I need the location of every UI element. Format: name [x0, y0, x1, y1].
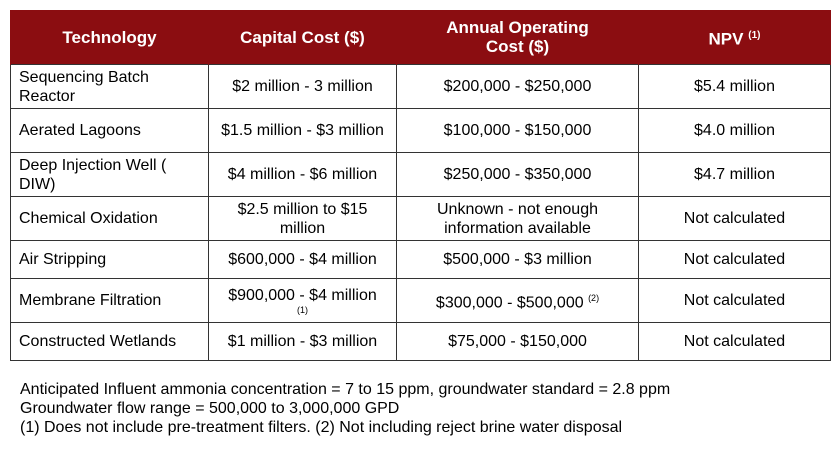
- cell-operating-cost: $100,000 - $150,000: [396, 108, 639, 153]
- header-npv: NPV (1): [638, 10, 831, 65]
- footnote-flow-range: Groundwater flow range = 500,000 to 3,00…: [20, 400, 400, 417]
- cell-operating-cost: $200,000 - $250,000: [396, 64, 639, 109]
- cost-comparison-table: Technology Capital Cost ($) Annual Opera…: [10, 10, 831, 361]
- cell-operating-cost: Unknown - not enough information availab…: [396, 196, 639, 241]
- table-row: Air Stripping $600,000 - $4 million $500…: [10, 240, 831, 279]
- cell-capital-cost: $2 million - 3 million: [208, 64, 397, 109]
- header-annual-operating-line1: Annual Operating: [446, 18, 589, 37]
- cell-technology: Deep Injection Well ( DIW): [10, 152, 209, 197]
- table-header: Technology Capital Cost ($) Annual Opera…: [10, 10, 831, 65]
- operating-cost-value: $300,000 - $500,000: [435, 294, 584, 312]
- cell-capital-cost: $600,000 - $4 million: [208, 240, 397, 279]
- cell-capital-cost: $1 million - $3 million: [208, 322, 397, 361]
- cell-technology: Sequencing Batch Reactor: [10, 64, 209, 109]
- cell-technology: Aerated Lagoons: [10, 108, 209, 153]
- header-annual-operating-line2: Cost ($): [485, 37, 550, 56]
- cell-npv: Not calculated: [638, 322, 831, 361]
- cell-operating-cost: $300,000 - $500,000 (2): [396, 278, 639, 323]
- table-row: Chemical Oxidation $2.5 million to $15 m…: [10, 196, 831, 241]
- table-body: Sequencing Batch Reactor $2 million - 3 …: [10, 64, 831, 361]
- operating-cost-footnote: (2): [588, 292, 600, 303]
- cost-comparison-table-container: Technology Capital Cost ($) Annual Opera…: [10, 10, 831, 361]
- header-npv-footnote: (1): [748, 29, 761, 41]
- cell-technology: Membrane Filtration: [10, 278, 209, 323]
- header-row: Technology Capital Cost ($) Annual Opera…: [10, 10, 831, 65]
- header-annual-operating-cost: Annual Operating Cost ($): [396, 10, 639, 65]
- header-technology: Technology: [10, 10, 209, 65]
- footnote-exclusions: (1) Does not include pre-treatment filte…: [20, 419, 623, 436]
- footnote-influent-concentration: Anticipated Influent ammonia concentrati…: [20, 381, 671, 398]
- cell-capital-cost: $4 million - $6 million: [208, 152, 397, 197]
- table-row: Deep Injection Well ( DIW) $4 million - …: [10, 152, 831, 197]
- table-row: Membrane Filtration $900,000 - $4 millio…: [10, 278, 831, 323]
- footnotes: Anticipated Influent ammonia concentrati…: [20, 380, 670, 437]
- capital-cost-value: $900,000 - $4 million: [228, 287, 377, 304]
- cell-capital-cost: $1.5 million - $3 million: [208, 108, 397, 153]
- table-row: Sequencing Batch Reactor $2 million - 3 …: [10, 64, 831, 109]
- cell-npv: Not calculated: [638, 278, 831, 323]
- table-row: Constructed Wetlands $1 million - $3 mil…: [10, 322, 831, 361]
- cell-technology: Air Stripping: [10, 240, 209, 279]
- header-capital-cost: Capital Cost ($): [208, 10, 397, 65]
- cell-operating-cost: $500,000 - $3 million: [396, 240, 639, 279]
- cell-capital-cost: $900,000 - $4 million (1): [208, 278, 397, 323]
- cell-capital-cost: $2.5 million to $15 million: [208, 196, 397, 241]
- cell-npv: $5.4 million: [638, 64, 831, 109]
- capital-cost-footnote: (1): [297, 305, 308, 315]
- cell-npv: $4.7 million: [638, 152, 831, 197]
- cell-npv: $4.0 million: [638, 108, 831, 153]
- cell-npv: Not calculated: [638, 196, 831, 241]
- cell-operating-cost: $75,000 - $150,000: [396, 322, 639, 361]
- cell-npv: Not calculated: [638, 240, 831, 279]
- cell-operating-cost: $250,000 - $350,000: [396, 152, 639, 197]
- table-row: Aerated Lagoons $1.5 million - $3 millio…: [10, 108, 831, 153]
- cell-technology: Chemical Oxidation: [10, 196, 209, 241]
- cell-technology: Constructed Wetlands: [10, 322, 209, 361]
- header-npv-label: NPV: [708, 29, 744, 49]
